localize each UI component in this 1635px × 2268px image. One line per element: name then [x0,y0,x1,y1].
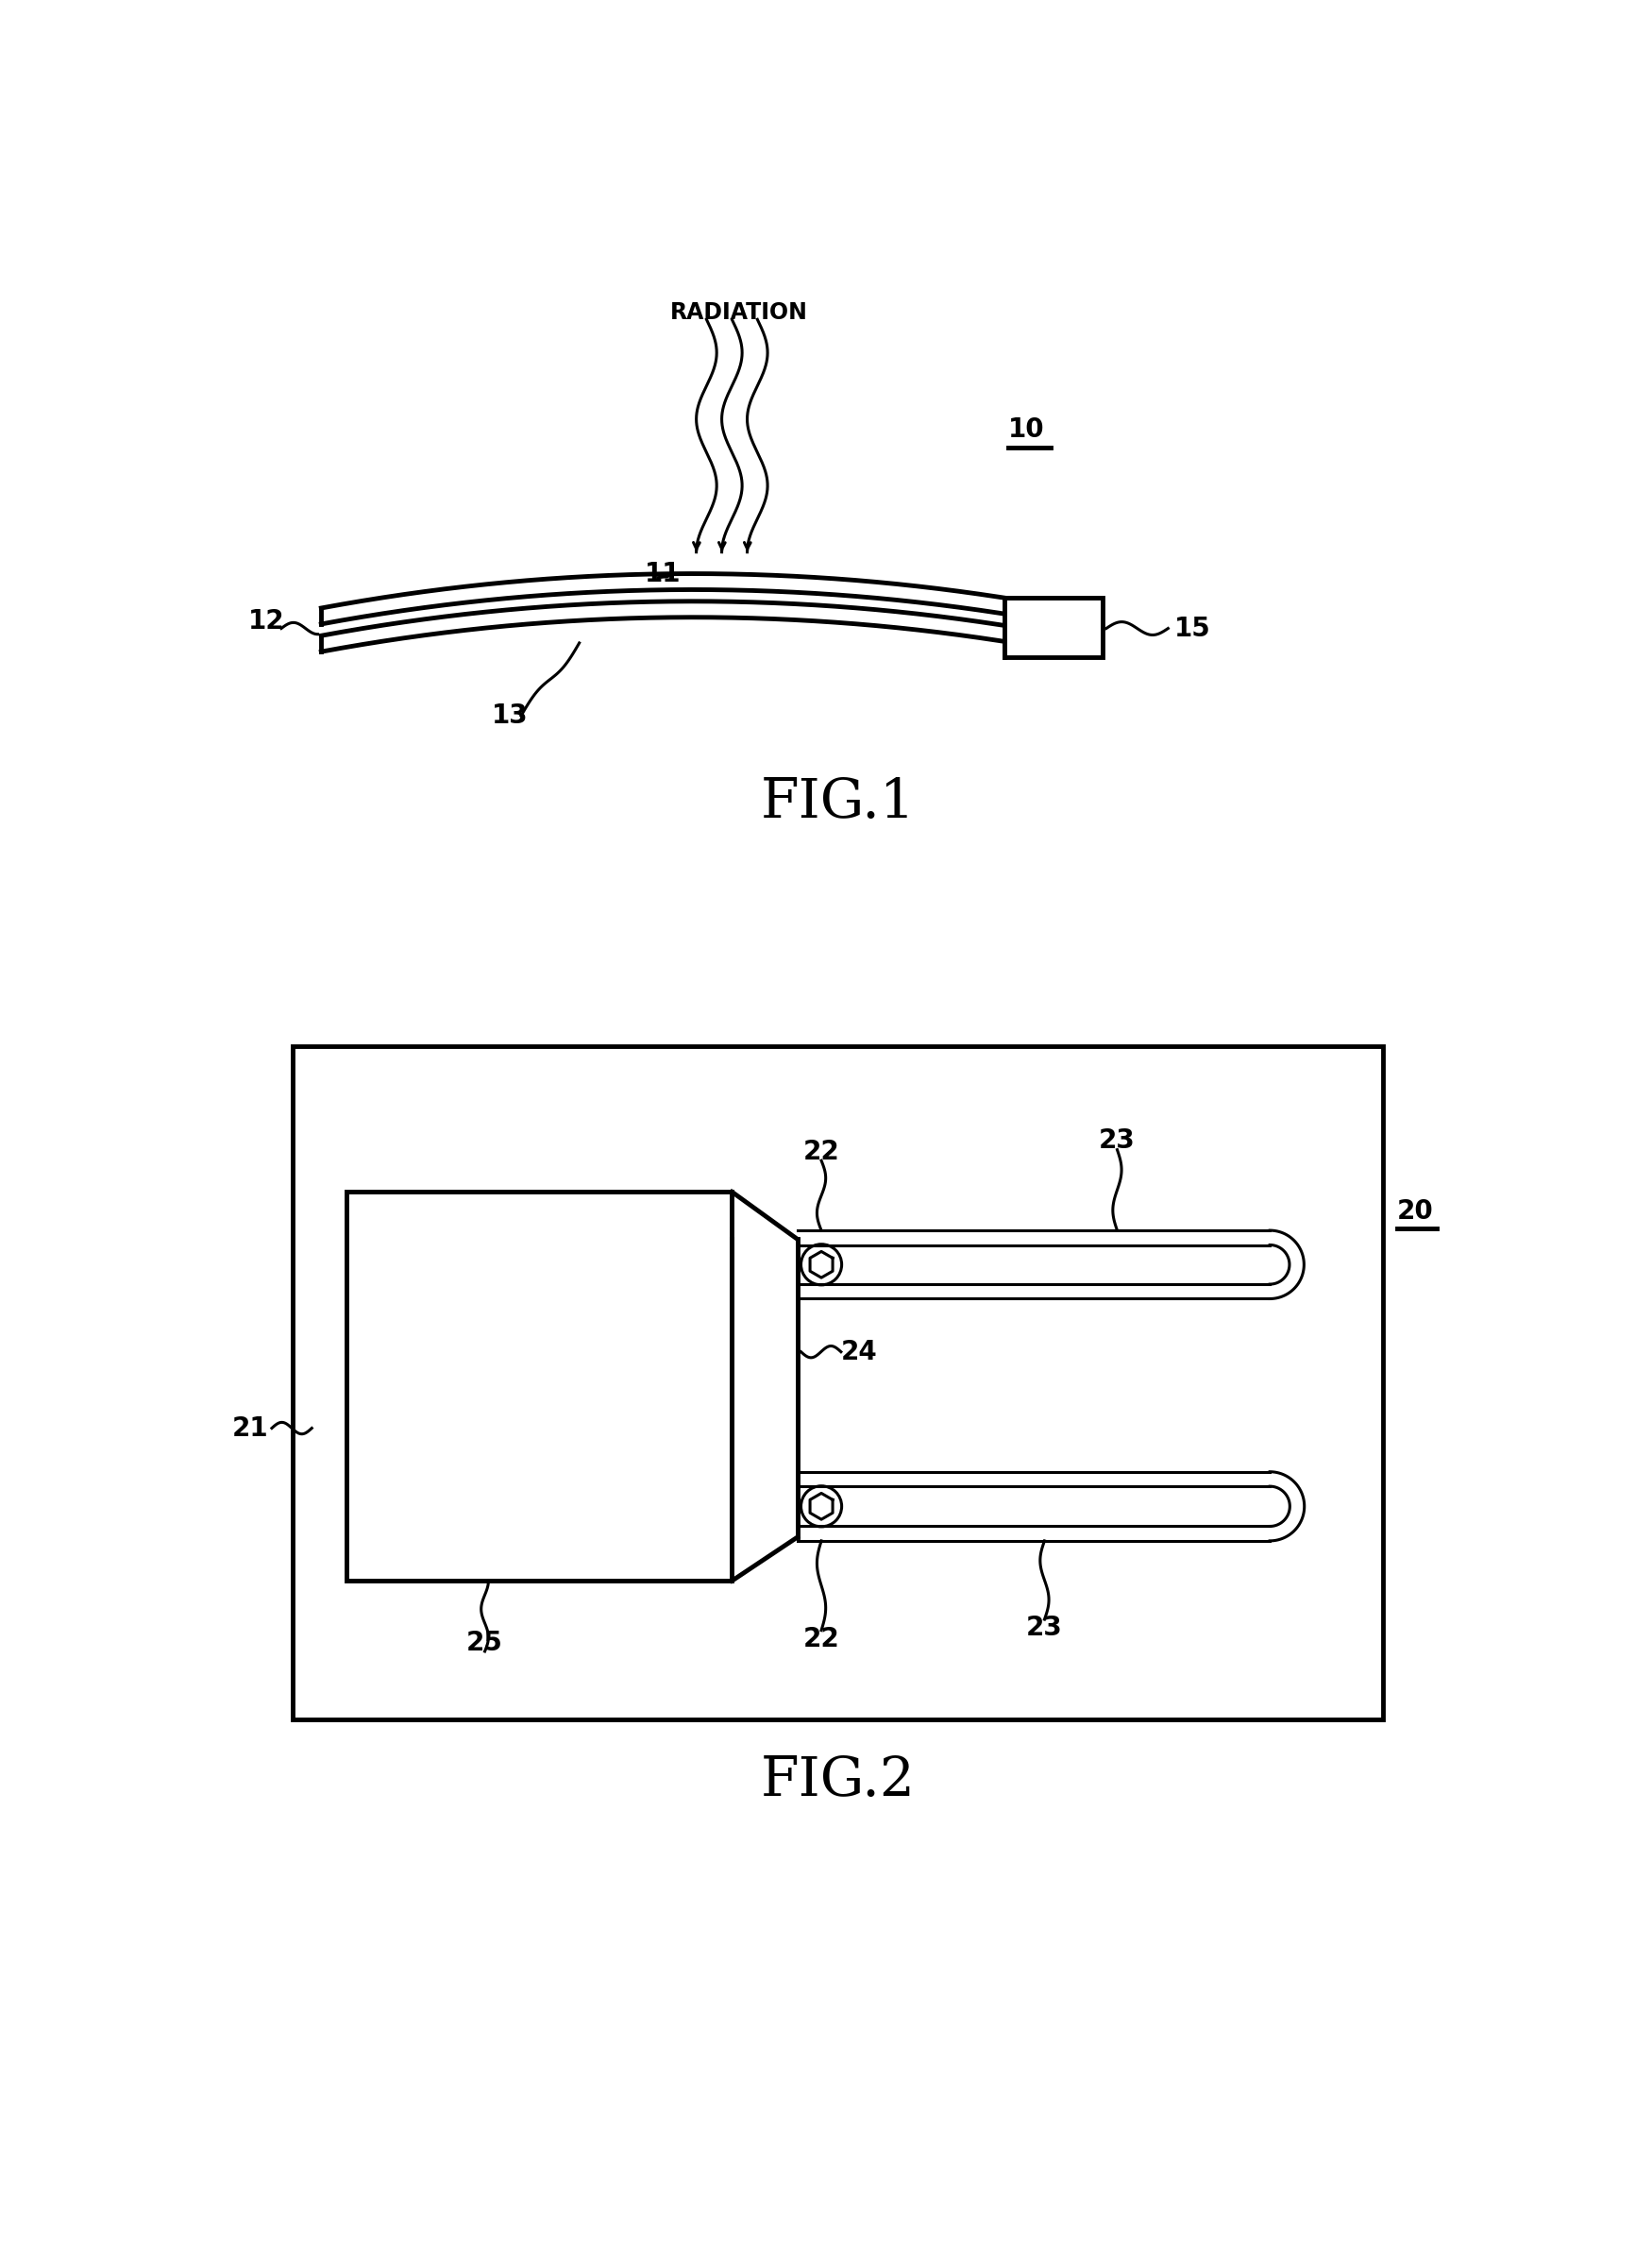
Bar [347,1193,731,1581]
Text: FIG.1: FIG.1 [760,776,916,830]
Text: 22: 22 [803,1626,839,1651]
Text: 24: 24 [840,1338,876,1365]
Text: 25: 25 [466,1628,504,1656]
Text: 20: 20 [1396,1198,1432,1225]
Text: 11: 11 [644,560,680,587]
Text: 23: 23 [1025,1615,1063,1642]
Text: 22: 22 [803,1139,839,1166]
Text: 23: 23 [1099,1127,1135,1154]
Text: RADIATION: RADIATION [670,302,808,324]
Text: 12: 12 [249,608,284,635]
Text: FIG.2: FIG.2 [760,1755,916,1808]
Bar [1004,599,1102,658]
Text: 21: 21 [232,1415,268,1442]
Text: 13: 13 [492,703,528,728]
Bar [293,1046,1382,1719]
Text: 15: 15 [1174,615,1210,642]
Text: 10: 10 [1007,417,1045,442]
